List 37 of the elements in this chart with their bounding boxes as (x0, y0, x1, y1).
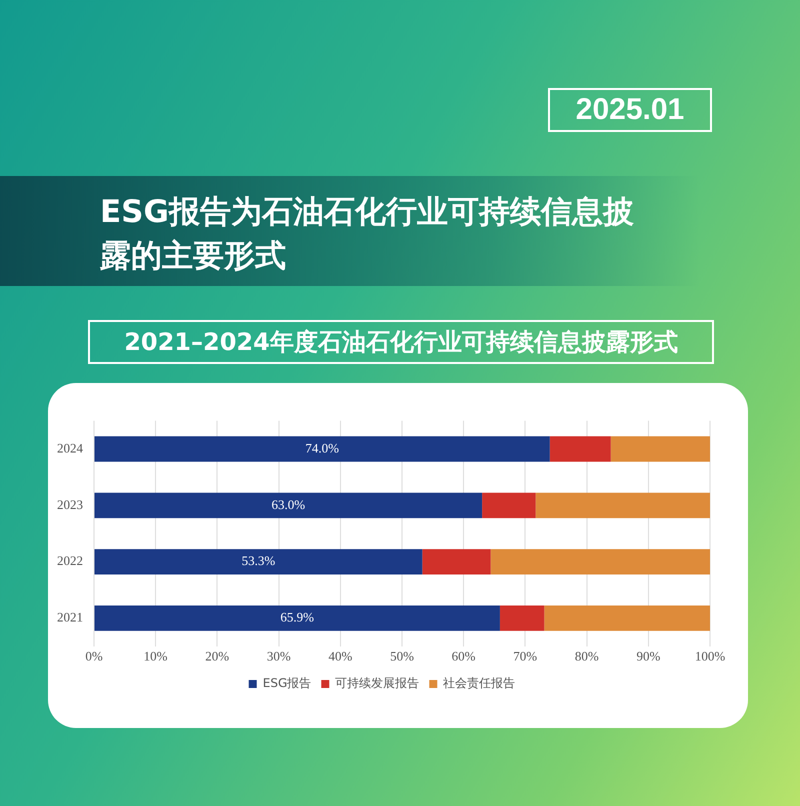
legend-label: 社会责任报告 (443, 676, 516, 690)
bar (490, 549, 710, 574)
chart-title: ESG报告为石油石化行业可持续信息披露的主要形式 (100, 193, 635, 276)
legend-label: 可持续发展报告 (335, 676, 420, 690)
bar (94, 606, 500, 631)
data-label: 63.0% (271, 496, 306, 512)
bar (94, 549, 422, 574)
data-label: 74.0% (305, 440, 340, 456)
bar (536, 492, 710, 518)
y-tick-label: 2022 (57, 553, 83, 568)
x-tick-label: 80% (574, 648, 599, 664)
y-tick-label: 2021 (57, 610, 83, 625)
bar (482, 492, 536, 518)
data-label: 65.9% (280, 610, 314, 625)
chart-subtitle: 2021–2024年度石油石化行业可持续信息披露形式 (88, 320, 714, 364)
x-tick-label: 10% (144, 648, 168, 664)
x-tick-label: 100% (694, 648, 726, 664)
x-tick-label: 50% (390, 648, 414, 664)
x-tick-label: 60% (452, 648, 476, 664)
bar (94, 492, 482, 518)
bar (544, 606, 710, 631)
bar (422, 549, 491, 574)
x-tick-label: 20% (205, 648, 230, 664)
y-tick-label: 2023 (57, 496, 83, 512)
bar (500, 606, 544, 631)
text: 2025.01 (548, 88, 712, 132)
x-tick-label: 40% (328, 648, 352, 664)
y-tick-label: 2024 (57, 440, 84, 456)
bar (550, 436, 611, 462)
bar (610, 436, 710, 462)
x-tick-label: 30% (266, 648, 291, 664)
data-label: 53.3% (242, 553, 276, 568)
legend-label: ESG报告 (262, 676, 312, 690)
x-tick-label: 0% (85, 648, 103, 664)
x-tick-label: 70% (513, 648, 538, 664)
x-tick-label: 90% (636, 648, 660, 664)
bar (94, 436, 550, 462)
